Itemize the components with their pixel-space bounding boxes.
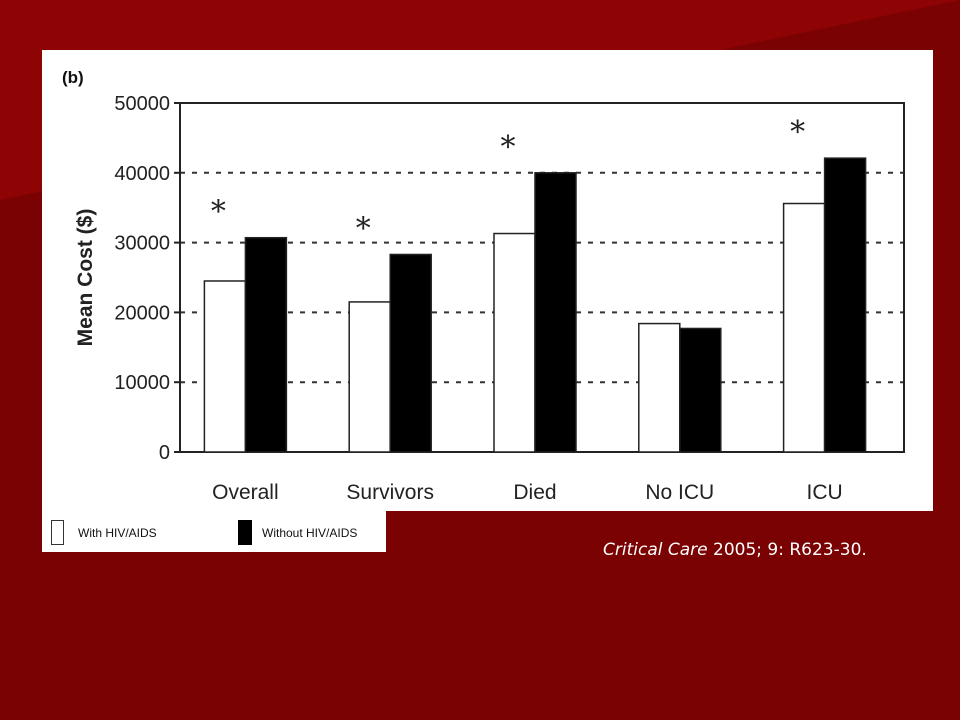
x-tick-label: ICU (807, 481, 843, 504)
y-tick-label: 30000 (114, 233, 170, 255)
y-axis-label: Mean Cost ($) (74, 209, 97, 347)
bar-chart: (b) 0 10000 20000 30000 40000 50000 Mean Cost (… (62, 68, 905, 504)
legend-label-without-hiv: Without HIV/AIDS (262, 526, 358, 540)
citation-details: 2005; 9: R623-30. (707, 540, 867, 560)
panel-label: (b) (62, 68, 84, 87)
x-tick-label: Overall (212, 481, 279, 504)
citation-journal: Critical Care (603, 540, 708, 560)
x-tick-label: Survivors (346, 481, 434, 504)
citation: Critical Care 2005; 9: R623-30. (603, 540, 867, 560)
legend-swatch-without-hiv (238, 520, 252, 545)
y-tick-label: 0 (159, 442, 170, 464)
significance-marker: * (790, 115, 805, 150)
significance-marker: * (356, 211, 371, 246)
significance-marker: * (211, 195, 226, 230)
legend-swatch-with-hiv (51, 520, 64, 545)
bar-with-hiv-died (493, 232, 536, 453)
legend-label-with-hiv: With HIV/AIDS (78, 526, 157, 540)
bar-with-hiv-icu (782, 202, 826, 453)
bar-without-hiv-died (534, 172, 577, 453)
x-tick-label: Died (513, 481, 556, 504)
bar-with-hiv-overall (203, 280, 247, 453)
chart-panel: (b) 0 10000 20000 30000 40000 50000 Mean Cost (… (42, 50, 933, 511)
bar-with-hiv-no-icu (638, 322, 681, 453)
legend: With HIV/AIDS Without HIV/AIDS (42, 511, 386, 552)
bar-without-hiv-survivors (389, 253, 432, 453)
y-tick-label: 50000 (114, 93, 170, 115)
bar-without-hiv-no-icu (679, 327, 722, 453)
significance-marker: * (501, 130, 516, 165)
bar-without-hiv-overall (244, 236, 288, 453)
y-tick-label: 10000 (114, 372, 170, 394)
bar-with-hiv-survivors (348, 301, 391, 453)
y-tick-label: 40000 (114, 163, 170, 185)
x-tick-label: No ICU (645, 481, 714, 504)
y-tick-label: 20000 (114, 302, 170, 324)
bar-without-hiv-icu (823, 157, 867, 453)
